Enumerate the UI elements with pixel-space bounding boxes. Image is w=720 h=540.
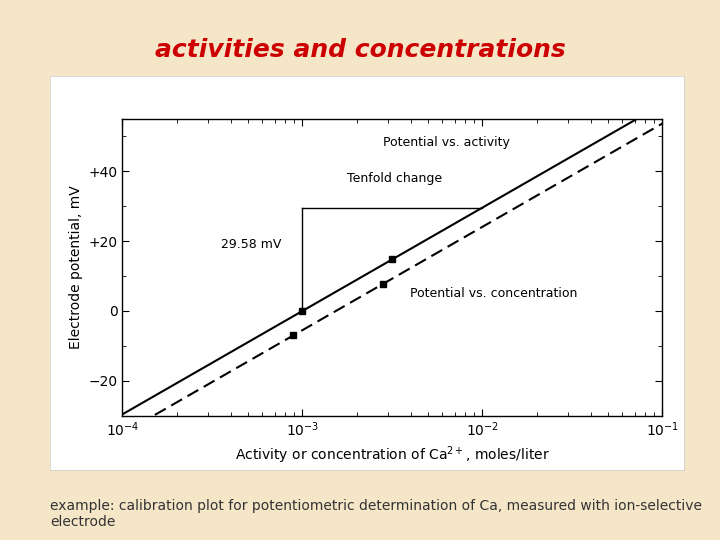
Text: example: calibration plot for potentiometric determination of Ca, measured with : example: calibration plot for potentiome… [50,499,703,529]
Text: Potential vs. activity: Potential vs. activity [384,136,510,149]
Text: 29.58 mV: 29.58 mV [222,238,282,251]
Text: Tenfold change: Tenfold change [347,172,443,185]
Text: activities and concentrations: activities and concentrations [155,38,565,62]
X-axis label: Activity or concentration of Ca$^{2+}$, moles/liter: Activity or concentration of Ca$^{2+}$, … [235,445,550,467]
Y-axis label: Electrode potential, mV: Electrode potential, mV [69,185,83,349]
Text: Potential vs. concentration: Potential vs. concentration [410,287,577,300]
